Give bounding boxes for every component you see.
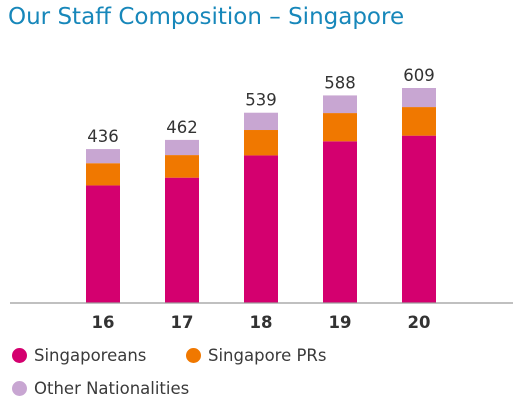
x-tick-label-18: 18 xyxy=(250,313,273,332)
x-tick-label-17: 17 xyxy=(171,313,194,332)
x-tick-label-16: 16 xyxy=(92,313,115,332)
bars-group xyxy=(86,88,436,303)
bar-segment-singapore-prs-18 xyxy=(244,130,278,156)
chart-title: Our Staff Composition – Singapore xyxy=(8,4,405,30)
bar-segment-singapore-prs-16 xyxy=(86,163,120,186)
legend-item-singaporeans: Singaporeans xyxy=(12,346,146,365)
legend-item-other-nationalities: Other Nationalities xyxy=(12,379,189,398)
legend-label-other-nationalities: Other Nationalities xyxy=(34,379,190,398)
bar-segment-singaporeans-20 xyxy=(402,135,436,303)
bar-segment-singapore-prs-19 xyxy=(323,113,357,142)
bar-segment-other-nationalities-16 xyxy=(86,149,120,164)
total-label-17: 462 xyxy=(166,118,198,137)
bar-segment-other-nationalities-18 xyxy=(244,112,278,131)
total-label-20: 609 xyxy=(403,66,435,85)
x-tick-label-20: 20 xyxy=(408,313,431,332)
total-labels-group: 436 462 539 588 609 xyxy=(87,66,435,146)
legend-swatch-singaporeans xyxy=(12,348,27,363)
bar-segment-singaporeans-19 xyxy=(323,141,357,303)
legend-item-singapore-prs: Singapore PRs xyxy=(186,346,327,365)
bar-segment-other-nationalities-17 xyxy=(165,139,199,156)
legend-label-singapore-prs: Singapore PRs xyxy=(208,346,327,365)
bar-segment-singaporeans-17 xyxy=(165,177,199,303)
bar-segment-singapore-prs-17 xyxy=(165,155,199,178)
legend-label-singaporeans: Singaporeans xyxy=(34,346,147,365)
legend-swatch-other-nationalities xyxy=(12,381,27,396)
bar-segment-other-nationalities-19 xyxy=(323,95,357,114)
total-label-19: 588 xyxy=(324,73,356,92)
bar-segment-singapore-prs-20 xyxy=(402,107,436,136)
bar-segment-singaporeans-16 xyxy=(86,185,120,303)
bar-segment-singaporeans-18 xyxy=(244,155,278,303)
bar-segment-other-nationalities-20 xyxy=(402,88,436,108)
legend-swatch-singapore-prs xyxy=(186,348,201,363)
x-tick-label-19: 19 xyxy=(329,313,352,332)
total-label-18: 539 xyxy=(245,91,277,110)
total-label-16: 436 xyxy=(87,127,119,146)
x-tick-labels-group: 16 17 18 19 20 xyxy=(92,313,431,332)
